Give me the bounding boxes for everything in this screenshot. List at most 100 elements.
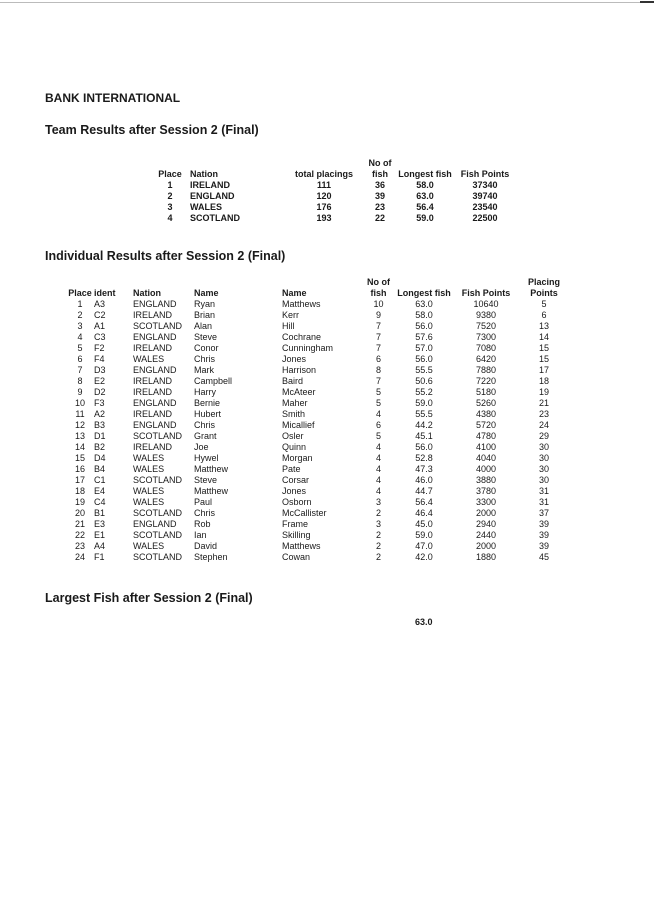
cell-place: 8 (77, 376, 83, 386)
cell-longest-fish: 45.0 (415, 519, 433, 529)
cell-longest-fish: 56.0 (415, 321, 433, 331)
header-placing: Placing (527, 277, 560, 287)
cell-fish-points: 7220 (475, 376, 497, 386)
cell-nation: ENGLAND (133, 365, 177, 375)
cell-ident: D1 (94, 431, 106, 441)
cell-fish-points: 4380 (475, 409, 497, 419)
cell-place: 4 (77, 332, 83, 342)
cell-placing-points: 23 (538, 409, 549, 419)
cell-first-name: Conor (194, 343, 219, 353)
cell-last-name: Matthews (282, 299, 321, 309)
cell-fish: 36 (374, 180, 385, 190)
cell-ident: C1 (94, 475, 106, 485)
cell-fish-points: 3880 (475, 475, 497, 485)
cell-fish-points: 4000 (475, 464, 497, 474)
cell-longest-fish: 42.0 (415, 552, 433, 562)
cell-last-name: Baird (282, 376, 304, 386)
cell-last-name: Hill (282, 321, 295, 331)
cell-ident: F3 (94, 398, 105, 408)
scan-mark (640, 1, 654, 3)
cell-ident: B3 (94, 420, 106, 430)
column-header-fish-points: Fish Points (460, 169, 510, 179)
column-header-ident: ident (94, 288, 116, 298)
cell-last-name: McAteer (282, 387, 316, 397)
scan-border (0, 2, 654, 3)
cell-placing-points: 15 (538, 354, 549, 364)
cell-placing-points: 18 (538, 376, 549, 386)
table-row: 1 A3 ENGLAND Ryan Matthews 10 63.0 10640 5 (66, 299, 574, 310)
cell-nation: IRELAND (133, 387, 173, 397)
cell-last-name: Pate (282, 464, 301, 474)
table-row: 13 D1 SCOTLAND Grant Osler 5 45.1 4780 29 (66, 431, 574, 442)
cell-first-name: Harry (194, 387, 216, 397)
cell-last-name: Cunningham (282, 343, 334, 353)
cell-fish-points: 5260 (475, 398, 497, 408)
table-row: 6 F4 WALES Chris Jones 6 56.0 6420 15 (66, 354, 574, 365)
cell-fish: 5 (375, 387, 381, 397)
column-header-place: Place (158, 169, 182, 179)
cell-nation: WALES (133, 486, 165, 496)
cell-place: 21 (74, 519, 85, 529)
cell-nation: SCOTLAND (133, 530, 183, 540)
cell-last-name: Micallief (282, 420, 315, 430)
cell-ident: D3 (94, 365, 106, 375)
cell-first-name: Joe (194, 442, 209, 452)
cell-place: 11 (75, 409, 85, 419)
cell-nation: SCOTLAND (133, 475, 183, 485)
cell-last-name: Corsar (282, 475, 310, 485)
individual-results-heading: Individual Results after Session 2 (Fina… (45, 249, 286, 263)
cell-last-name: Maher (282, 398, 308, 408)
cell-fish: 7 (375, 376, 381, 386)
cell-placing-points: 39 (538, 541, 549, 551)
cell-nation: WALES (133, 464, 165, 474)
cell-longest-fish: 56.4 (415, 497, 433, 507)
cell-longest-fish: 58.0 (415, 310, 433, 320)
team-results-heading: Team Results after Session 2 (Final) (45, 123, 259, 137)
column-header-place: Place (68, 288, 92, 298)
cell-fish-points: 1880 (475, 552, 497, 562)
cell-placing-points: 6 (541, 310, 547, 320)
cell-placing-points: 14 (538, 332, 549, 342)
table-row: 12 B3 ENGLAND Chris Micallief 6 44.2 5720 24 (66, 420, 574, 431)
cell-first-name: Stephen (194, 552, 228, 562)
cell-fish-points: 7300 (475, 332, 497, 342)
table-row: 19 C4 WALES Paul Osborn 3 56.4 3300 31 (66, 497, 574, 508)
cell-last-name: Osler (282, 431, 304, 441)
cell-fish-points: 6420 (475, 354, 497, 364)
table-row: 5 F2 IRELAND Conor Cunningham 7 57.0 7080 15 (66, 343, 574, 354)
cell-longest-fish: 44.2 (415, 420, 433, 430)
cell-longest-fish: 56.4 (416, 202, 434, 212)
cell-ident: F4 (94, 354, 105, 364)
cell-ident: E1 (94, 530, 106, 540)
cell-nation: ENGLAND (133, 398, 177, 408)
cell-nation: SCOTLAND (133, 321, 183, 331)
cell-longest-fish: 59.0 (415, 398, 433, 408)
cell-fish-points: 7080 (475, 343, 497, 353)
cell-ident: D2 (94, 387, 106, 397)
cell-last-name: Kerr (282, 310, 300, 320)
cell-fish: 2 (375, 508, 381, 518)
column-header-longest-fish: Longest fish (398, 169, 452, 179)
cell-nation: SCOTLAND (190, 213, 240, 223)
cell-fish: 8 (375, 365, 381, 375)
column-header-last-name: Name (282, 288, 307, 298)
cell-ident: B1 (94, 508, 106, 518)
cell-nation: WALES (133, 354, 165, 364)
cell-placing-points: 39 (538, 519, 549, 529)
cell-nation: SCOTLAND (133, 431, 183, 441)
cell-longest-fish: 56.0 (415, 442, 433, 452)
cell-ident: A4 (94, 541, 106, 551)
cell-nation: IRELAND (133, 409, 173, 419)
cell-fish-points: 10640 (473, 299, 499, 309)
table-row: 2 C2 IRELAND Brian Kerr 9 58.0 9380 6 (66, 310, 574, 321)
cell-fish: 4 (375, 475, 381, 485)
cell-nation: IRELAND (133, 310, 173, 320)
cell-placing-points: 30 (538, 442, 549, 452)
table-row: 2 ENGLAND 120 39 63.0 39740 (150, 191, 512, 202)
cell-fish: 5 (375, 431, 381, 441)
cell-first-name: Chris (194, 354, 216, 364)
cell-last-name: Cowan (282, 552, 311, 562)
cell-first-name: Ian (194, 530, 207, 540)
cell-place: 24 (74, 552, 85, 562)
cell-fish: 22 (374, 213, 385, 223)
